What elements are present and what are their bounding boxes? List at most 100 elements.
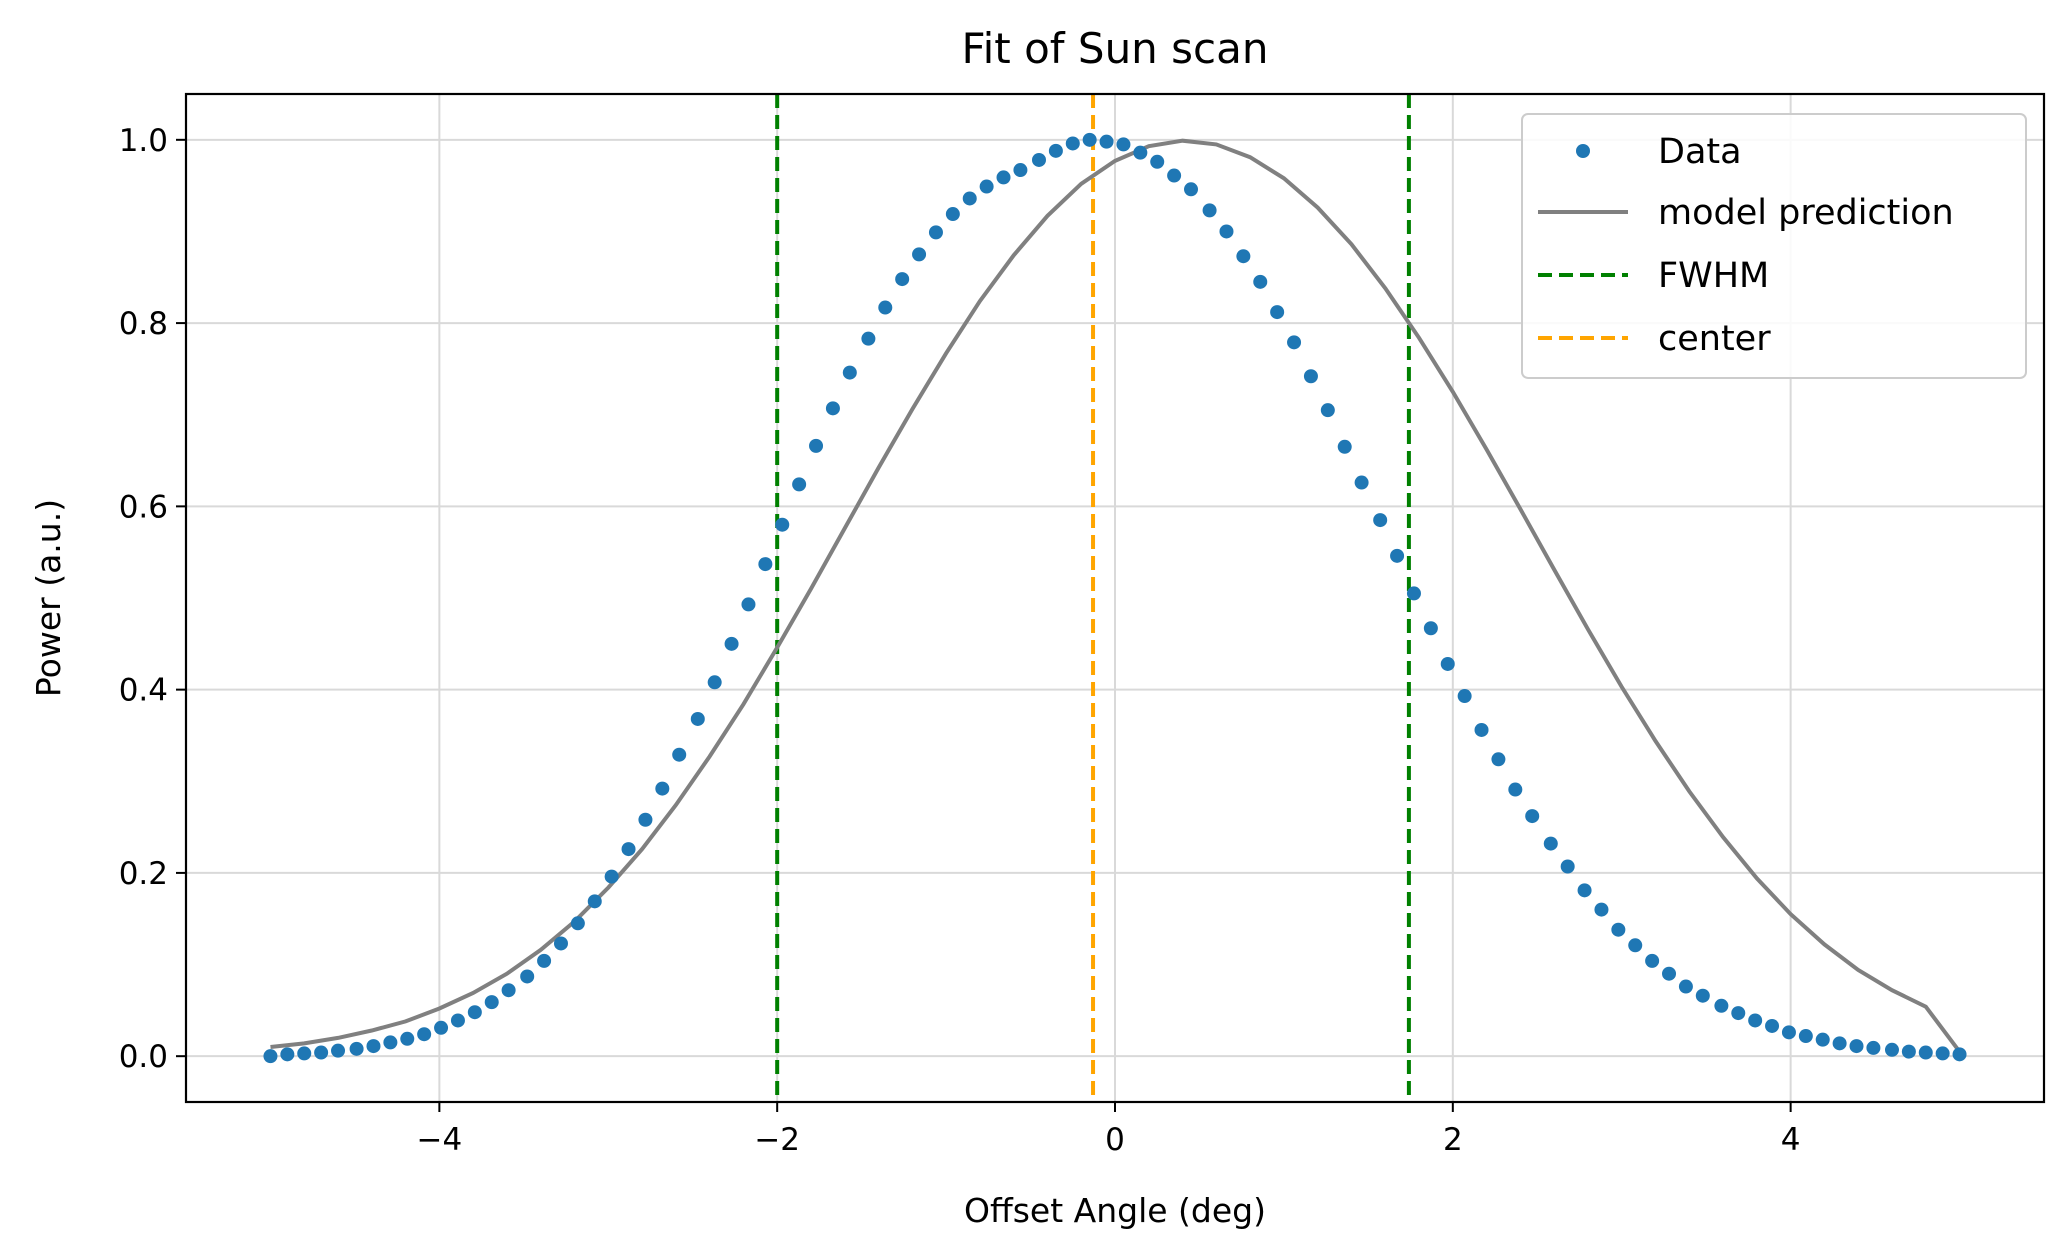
- data-point: [1457, 689, 1472, 704]
- data-point: [825, 401, 840, 416]
- data-point: [1543, 836, 1558, 851]
- data-point: [1645, 953, 1660, 968]
- legend-marker-data: [1576, 144, 1590, 158]
- data-point: [1423, 621, 1438, 636]
- data-point: [587, 894, 602, 909]
- data-point: [996, 170, 1011, 185]
- data-point: [1440, 656, 1455, 671]
- data-point: [1082, 132, 1097, 147]
- data-point: [1901, 1044, 1916, 1059]
- data-point: [1253, 274, 1268, 289]
- data-point: [1560, 859, 1575, 874]
- data-point: [280, 1047, 295, 1062]
- data-point: [400, 1031, 415, 1046]
- data-point: [1491, 752, 1506, 767]
- data-point: [1337, 439, 1352, 454]
- data-point: [1849, 1039, 1864, 1054]
- data-point: [331, 1043, 346, 1058]
- y-tick-label: 0.4: [119, 673, 168, 709]
- data-point: [1167, 168, 1182, 183]
- data-point: [484, 995, 499, 1010]
- data-point: [1287, 335, 1302, 350]
- model-line-group: [270, 138, 1962, 1053]
- data-point: [604, 869, 619, 884]
- data-point: [1781, 1025, 1796, 1040]
- data-point: [297, 1046, 312, 1061]
- data-point: [537, 953, 552, 968]
- data-point: [1373, 513, 1388, 528]
- data-point: [1815, 1032, 1830, 1047]
- data-point: [1952, 1047, 1967, 1062]
- y-axis-ticks: 0.0 0.2 0.4 0.6 0.8 1.0: [119, 123, 186, 1075]
- data-point: [655, 781, 670, 796]
- data-point: [1935, 1046, 1950, 1061]
- data-point: [1219, 224, 1234, 239]
- data-point: [467, 1005, 482, 1020]
- data-points: [263, 132, 1967, 1064]
- data-point: [1525, 809, 1540, 824]
- data-point: [741, 597, 756, 612]
- data-point: [1628, 938, 1643, 953]
- data-point: [1390, 548, 1405, 563]
- y-tick-label: 0.6: [119, 489, 168, 525]
- data-point: [912, 247, 927, 262]
- data-point: [861, 331, 876, 346]
- data-point: [1048, 143, 1063, 158]
- data-point: [1611, 922, 1626, 937]
- data-point: [690, 711, 705, 726]
- y-tick-label: 1.0: [119, 123, 168, 159]
- data-point: [638, 812, 653, 827]
- data-point: [792, 477, 807, 492]
- y-axis-label: Power (a.u.): [29, 499, 68, 697]
- data-point: [434, 1020, 449, 1035]
- y-tick-label: 0.2: [119, 856, 168, 892]
- data-point: [1695, 988, 1710, 1003]
- x-axis-ticks: −4 −2 0 2 4: [417, 1102, 1801, 1158]
- x-axis-label: Offset Angle (deg): [964, 1191, 1266, 1230]
- x-tick-label: 4: [1781, 1122, 1801, 1158]
- data-point: [1184, 182, 1199, 197]
- data-point: [263, 1049, 278, 1064]
- data-point: [809, 438, 824, 453]
- data-point: [1270, 305, 1285, 320]
- legend-label-fwhm: FWHM: [1658, 256, 1769, 296]
- legend: Data model prediction FWHM center: [1521, 113, 2027, 379]
- data-point: [520, 969, 535, 984]
- data-point: [842, 365, 857, 380]
- data-point: [758, 557, 773, 572]
- data-point: [417, 1027, 432, 1042]
- legend-label-data: Data: [1658, 132, 1742, 172]
- data-point: [570, 916, 585, 931]
- data-point: [1678, 979, 1693, 994]
- data-point: [1320, 403, 1335, 418]
- data-point: [1594, 902, 1609, 917]
- data-point: [724, 636, 739, 651]
- y-tick-label: 0.8: [119, 306, 168, 342]
- y-tick-label: 0.0: [119, 1039, 168, 1075]
- data-point: [1202, 203, 1217, 218]
- data-point: [553, 936, 568, 951]
- data-point: [366, 1039, 381, 1054]
- data-point: [1031, 152, 1046, 167]
- legend-label-model: model prediction: [1658, 193, 1954, 233]
- data-point: [1748, 1013, 1763, 1028]
- data-point: [314, 1045, 329, 1060]
- data-point: [1577, 883, 1592, 898]
- data-point: [1065, 136, 1080, 151]
- data-point: [1116, 137, 1131, 152]
- data-point: [1236, 249, 1251, 264]
- chart-title: Fit of Sun scan: [961, 24, 1268, 73]
- data-point: [349, 1041, 364, 1056]
- data-point: [1354, 475, 1369, 490]
- data-point: [1013, 163, 1028, 178]
- data-point: [1832, 1036, 1847, 1051]
- x-tick-label: −2: [754, 1122, 800, 1158]
- legend-box: [1521, 113, 2027, 379]
- x-tick-label: −4: [417, 1122, 463, 1158]
- data-point: [1714, 998, 1729, 1013]
- data-point: [1406, 586, 1421, 601]
- data-point: [383, 1035, 398, 1050]
- data-point: [1474, 722, 1489, 737]
- data-point: [979, 179, 994, 194]
- model-prediction-line: [270, 138, 1962, 1053]
